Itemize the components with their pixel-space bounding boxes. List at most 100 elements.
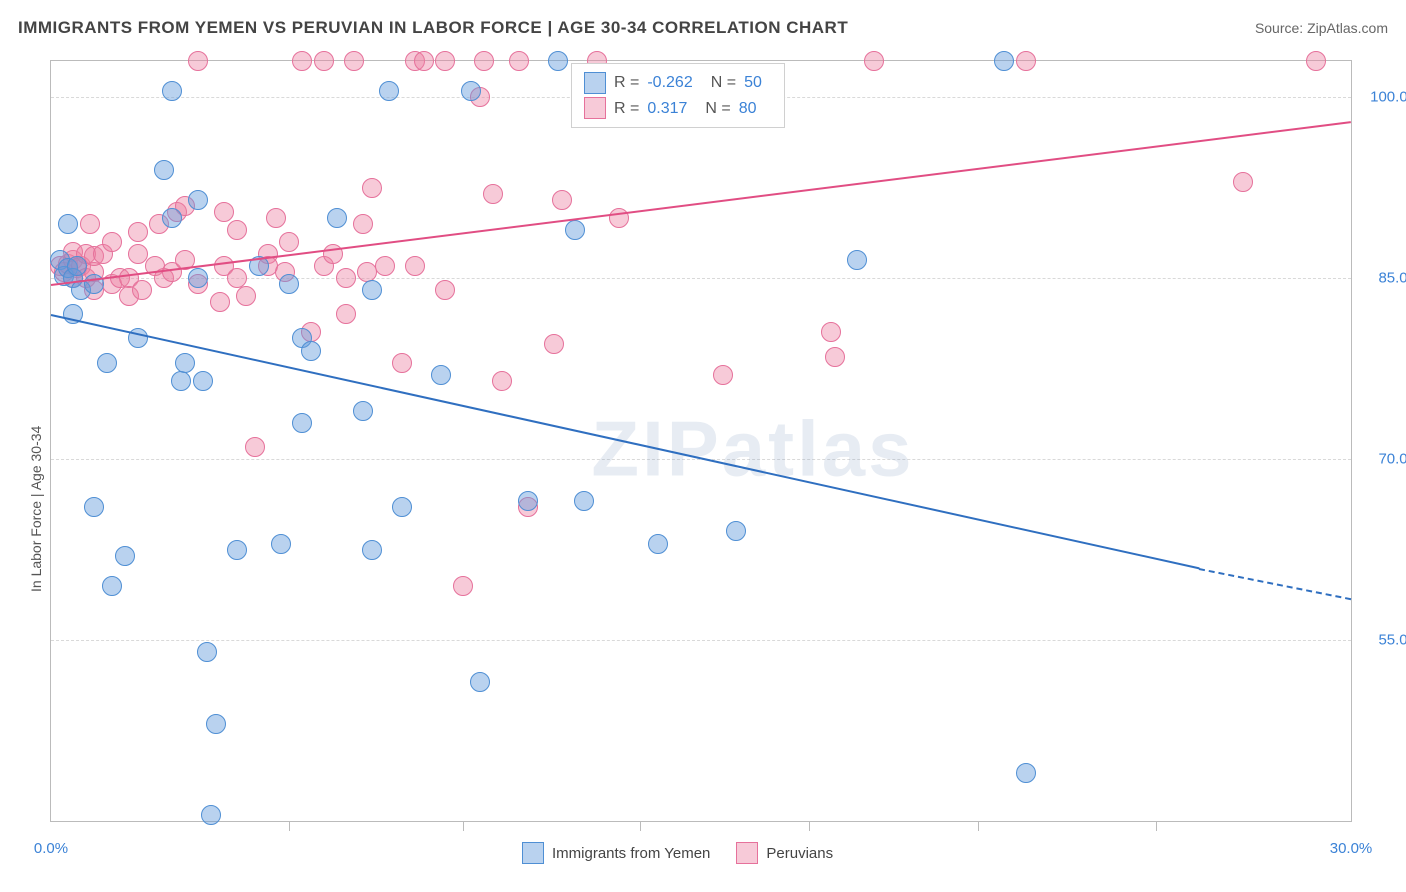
x-tick [809,821,810,831]
scatter-point-yemen [115,546,135,566]
scatter-point-yemen [279,274,299,294]
scatter-point-peru [336,268,356,288]
gridline [51,640,1351,641]
scatter-point-yemen [171,371,191,391]
scatter-point-peru [214,202,234,222]
stats-row-peru: R =0.317N =80 [584,96,772,122]
scatter-point-yemen [565,220,585,240]
scatter-point-peru [544,334,564,354]
scatter-point-yemen [574,491,594,511]
scatter-point-peru [435,280,455,300]
legend-swatch-icon [522,842,544,864]
scatter-point-yemen [362,280,382,300]
scatter-point-peru [483,184,503,204]
scatter-point-peru [128,222,148,242]
legend-item-yemen: Immigrants from Yemen [522,842,710,864]
scatter-point-yemen [102,576,122,596]
scatter-point-yemen [431,365,451,385]
scatter-point-peru [609,208,629,228]
scatter-point-peru [362,178,382,198]
scatter-point-yemen [188,190,208,210]
scatter-point-yemen [175,353,195,373]
scatter-point-peru [474,51,494,71]
legend-bottom: Immigrants from Yemen Peruvians [522,842,833,864]
scatter-point-peru [392,353,412,373]
scatter-point-peru [435,51,455,71]
scatter-point-peru [210,292,230,312]
watermark: ZIPatlas [591,403,914,494]
scatter-point-peru [821,322,841,342]
scatter-point-peru [188,51,208,71]
y-tick-label: 55.0% [1361,632,1406,649]
scatter-point-yemen [58,214,78,234]
scatter-point-yemen [461,81,481,101]
legend-item-peru: Peruvians [736,842,833,864]
scatter-point-peru [492,371,512,391]
source-label: Source: ZipAtlas.com [1255,20,1388,36]
scatter-point-peru [825,347,845,367]
scatter-point-peru [227,220,247,240]
scatter-point-peru [292,51,312,71]
scatter-point-yemen [162,81,182,101]
scatter-point-yemen [470,672,490,692]
stats-swatch-icon [584,72,606,94]
scatter-point-yemen [154,160,174,180]
trend-peru [51,121,1351,286]
scatter-point-yemen [518,491,538,511]
scatter-point-peru [405,256,425,276]
scatter-point-peru [336,304,356,324]
x-tick [1156,821,1157,831]
x-tick-label: 0.0% [34,840,68,857]
scatter-point-peru [375,256,395,276]
y-axis-title: In Labor Force | Age 30-34 [28,426,44,592]
scatter-point-peru [128,244,148,264]
scatter-point-peru [132,280,152,300]
scatter-point-peru [1016,51,1036,71]
scatter-point-peru [245,437,265,457]
scatter-point-peru [1233,172,1253,192]
scatter-point-yemen [648,534,668,554]
trend-yemen [51,314,1200,569]
scatter-point-yemen [726,521,746,541]
scatter-point-yemen [197,642,217,662]
scatter-point-yemen [994,51,1014,71]
y-tick-label: 70.0% [1361,451,1406,468]
scatter-point-yemen [67,256,87,276]
stats-swatch-icon [584,97,606,119]
scatter-point-yemen [193,371,213,391]
scatter-point-yemen [188,268,208,288]
legend-label: Immigrants from Yemen [552,845,710,862]
x-tick [463,821,464,831]
x-tick [289,821,290,831]
scatter-point-yemen [292,413,312,433]
scatter-point-yemen [379,81,399,101]
scatter-point-peru [414,51,434,71]
scatter-point-yemen [271,534,291,554]
scatter-point-yemen [162,208,182,228]
scatter-point-yemen [1016,763,1036,783]
scatter-point-peru [353,214,373,234]
scatter-point-peru [453,576,473,596]
x-tick-label: 30.0% [1330,840,1373,857]
scatter-point-yemen [548,51,568,71]
x-tick [978,821,979,831]
stats-row-yemen: R =-0.262N =50 [584,70,772,96]
x-tick [640,821,641,831]
scatter-point-yemen [206,714,226,734]
scatter-point-yemen [327,208,347,228]
chart-title: IMMIGRANTS FROM YEMEN VS PERUVIAN IN LAB… [18,18,848,38]
trend-yemen-dash [1199,568,1351,600]
legend-label: Peruvians [766,845,833,862]
scatter-point-peru [102,232,122,252]
scatter-point-peru [314,51,334,71]
scatter-point-peru [80,214,100,234]
scatter-point-yemen [847,250,867,270]
legend-swatch-icon [736,842,758,864]
scatter-point-peru [344,51,364,71]
scatter-point-yemen [201,805,221,825]
scatter-point-peru [266,208,286,228]
scatter-point-yemen [353,401,373,421]
scatter-point-peru [236,286,256,306]
scatter-point-yemen [84,497,104,517]
scatter-point-peru [227,268,247,288]
